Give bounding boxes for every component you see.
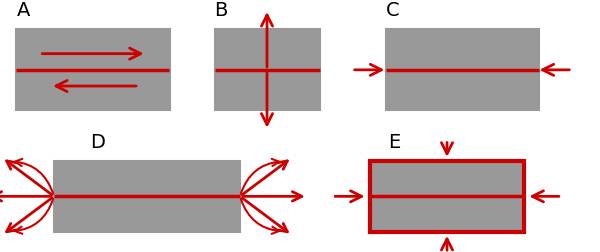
Text: B: B: [215, 1, 228, 20]
Bar: [386, 30, 539, 111]
Bar: [370, 161, 523, 232]
Text: E: E: [389, 132, 401, 151]
Bar: [215, 30, 320, 111]
Text: C: C: [386, 1, 399, 20]
Bar: [16, 30, 170, 111]
Text: D: D: [90, 132, 105, 151]
Bar: [54, 161, 240, 232]
Text: A: A: [16, 1, 30, 20]
